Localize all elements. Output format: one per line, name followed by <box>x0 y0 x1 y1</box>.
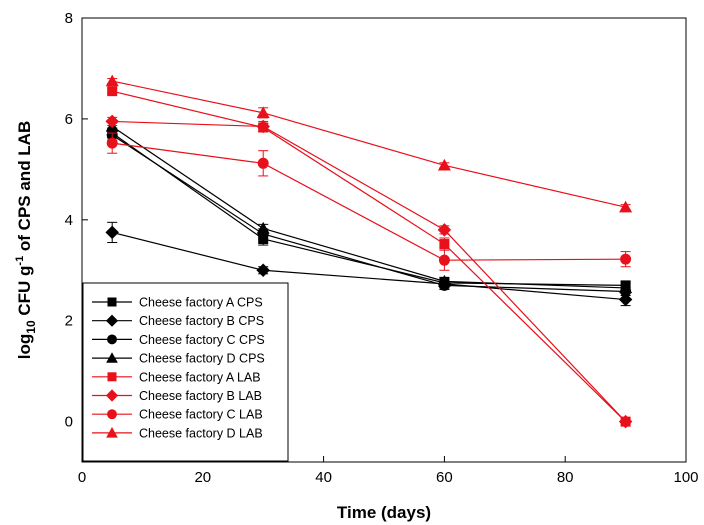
data-point <box>256 106 270 119</box>
data-point <box>437 158 451 171</box>
series-line <box>112 231 626 301</box>
data-point <box>256 119 270 134</box>
data-point <box>437 274 451 287</box>
series-line <box>111 132 626 287</box>
legend-marker <box>105 389 119 402</box>
legend-marker <box>106 352 118 363</box>
legend-marker <box>107 372 117 382</box>
legend-label: Cheese factory D CPS <box>139 352 265 366</box>
legend: Cheese factory A CPS Cheese factory B CPS… <box>82 282 289 462</box>
legend-label: Cheese factory A CPS <box>139 296 263 310</box>
legend-marker <box>107 409 117 420</box>
legend-frame <box>82 282 289 462</box>
y-tick-label: 2 <box>65 313 73 330</box>
series-line <box>111 125 626 289</box>
legend-label: Cheese factory C CPS <box>139 333 265 347</box>
data-point <box>105 225 119 240</box>
data-point <box>618 292 633 307</box>
legend-label: Cheese factory D LAB <box>139 426 263 440</box>
x-tick-label: 100 <box>673 469 698 486</box>
legend-item: Cheese factory A CPS <box>92 296 263 310</box>
series-line <box>111 134 626 293</box>
data-point <box>256 263 270 278</box>
series-line <box>112 120 627 423</box>
series-3 <box>106 129 632 297</box>
series-line <box>112 142 626 261</box>
y-axis-title: log10 CFU g-1 of CPS and LAB <box>14 121 38 359</box>
data-point <box>620 253 632 265</box>
y-axis-title-mid: CFU g <box>15 266 34 321</box>
legend-item: Cheese factory C CPS <box>92 333 265 347</box>
data-point <box>437 223 452 237</box>
y-tick-label: 6 <box>65 111 73 128</box>
legend-item: Cheese factory D CPS <box>92 352 265 366</box>
data-point <box>105 74 119 87</box>
legend-item: Cheese factory B LAB <box>92 389 262 403</box>
series-6 <box>105 114 633 429</box>
legend-label: Cheese factory A LAB <box>139 370 261 384</box>
data-point <box>105 114 119 129</box>
x-tick-label: 20 <box>194 469 211 486</box>
data-point <box>438 254 450 266</box>
x-tick-label: 0 <box>78 469 86 486</box>
data-point <box>107 86 118 97</box>
legend-marker <box>105 314 119 327</box>
y-tick-label: 0 <box>65 414 73 431</box>
legend-marker <box>106 427 118 438</box>
series-layer <box>105 74 633 429</box>
legend-marker <box>107 334 117 345</box>
legend-item: Cheese factory C LAB <box>92 408 263 422</box>
x-tick-label: 60 <box>436 469 453 486</box>
legend-item: Cheese factory B CPS <box>92 314 264 328</box>
data-point <box>619 200 633 213</box>
legend-item: Cheese factory D LAB <box>92 426 263 440</box>
series-7 <box>106 132 632 271</box>
y-tick-label: 8 <box>65 10 73 27</box>
y-axis-title-end: of CPS and LAB <box>15 121 34 256</box>
data-point <box>257 157 269 169</box>
data-point <box>619 281 633 294</box>
data-point <box>439 239 450 250</box>
x-axis-title: Time (days) <box>337 503 431 522</box>
y-axis-title-sub: 10 <box>24 320 38 334</box>
legend-items: Cheese factory A CPS Cheese factory B CPS… <box>92 296 265 440</box>
legend-marker <box>107 297 117 307</box>
x-ticks: 0 20 40 60 80 100 <box>78 456 699 486</box>
axes: 0 20 40 60 80 100 0 2 4 6 8 <box>65 10 699 486</box>
legend-label: Cheese factory B CPS <box>139 314 264 328</box>
data-point <box>106 137 118 149</box>
series-line <box>112 80 626 208</box>
legend-item: Cheese factory A LAB <box>92 370 261 384</box>
x-tick-label: 80 <box>557 469 574 486</box>
series-8 <box>105 74 633 213</box>
x-tick-label: 40 <box>315 469 332 486</box>
series-4 <box>105 119 633 294</box>
legend-label: Cheese factory B LAB <box>139 389 262 403</box>
y-axis-title-log: log <box>15 334 34 360</box>
legend-label: Cheese factory C LAB <box>139 408 263 422</box>
data-point <box>256 221 270 234</box>
series-line <box>112 90 627 423</box>
y-axis-title-sup: -1 <box>14 256 26 266</box>
y-tick-label: 4 <box>65 212 73 229</box>
plot-frame <box>81 17 687 463</box>
data-point <box>618 414 633 429</box>
